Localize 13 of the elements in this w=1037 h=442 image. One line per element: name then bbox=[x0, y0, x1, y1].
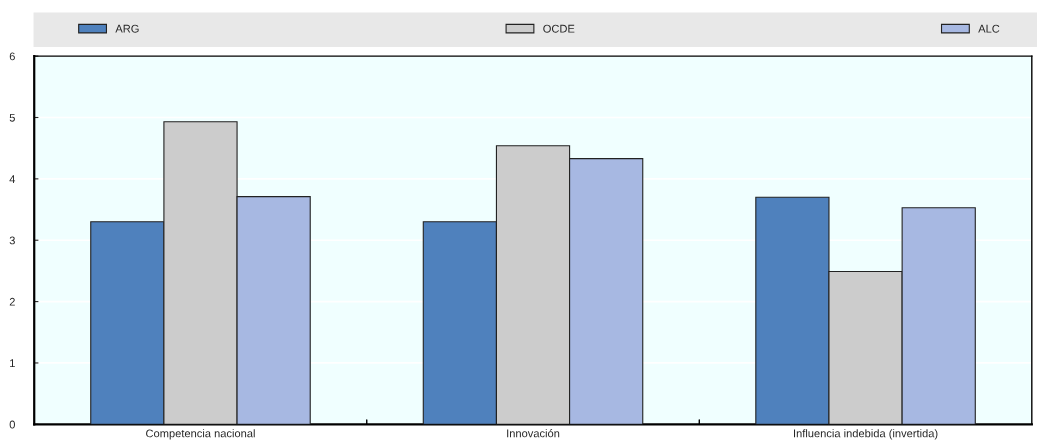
legend-label: ALC bbox=[978, 24, 1000, 33]
legend-label: OCDE bbox=[543, 24, 575, 33]
y-tick-label: 0 bbox=[9, 420, 15, 429]
x-tick-label: Innovación bbox=[507, 429, 560, 438]
y-tick-label: 6 bbox=[9, 52, 15, 61]
x-tick-label: Competencia nacional bbox=[146, 429, 255, 440]
legend-label: ARG bbox=[115, 24, 139, 33]
y-tick-label: 4 bbox=[9, 175, 16, 183]
y-tick-label: 5 bbox=[9, 113, 15, 122]
y-tick-label: 3 bbox=[9, 236, 15, 245]
y-tick-label: 2 bbox=[9, 297, 15, 306]
y-tick-label: 1 bbox=[10, 359, 15, 367]
x-tick-label: Influencia indebida (invertida) bbox=[794, 429, 938, 440]
